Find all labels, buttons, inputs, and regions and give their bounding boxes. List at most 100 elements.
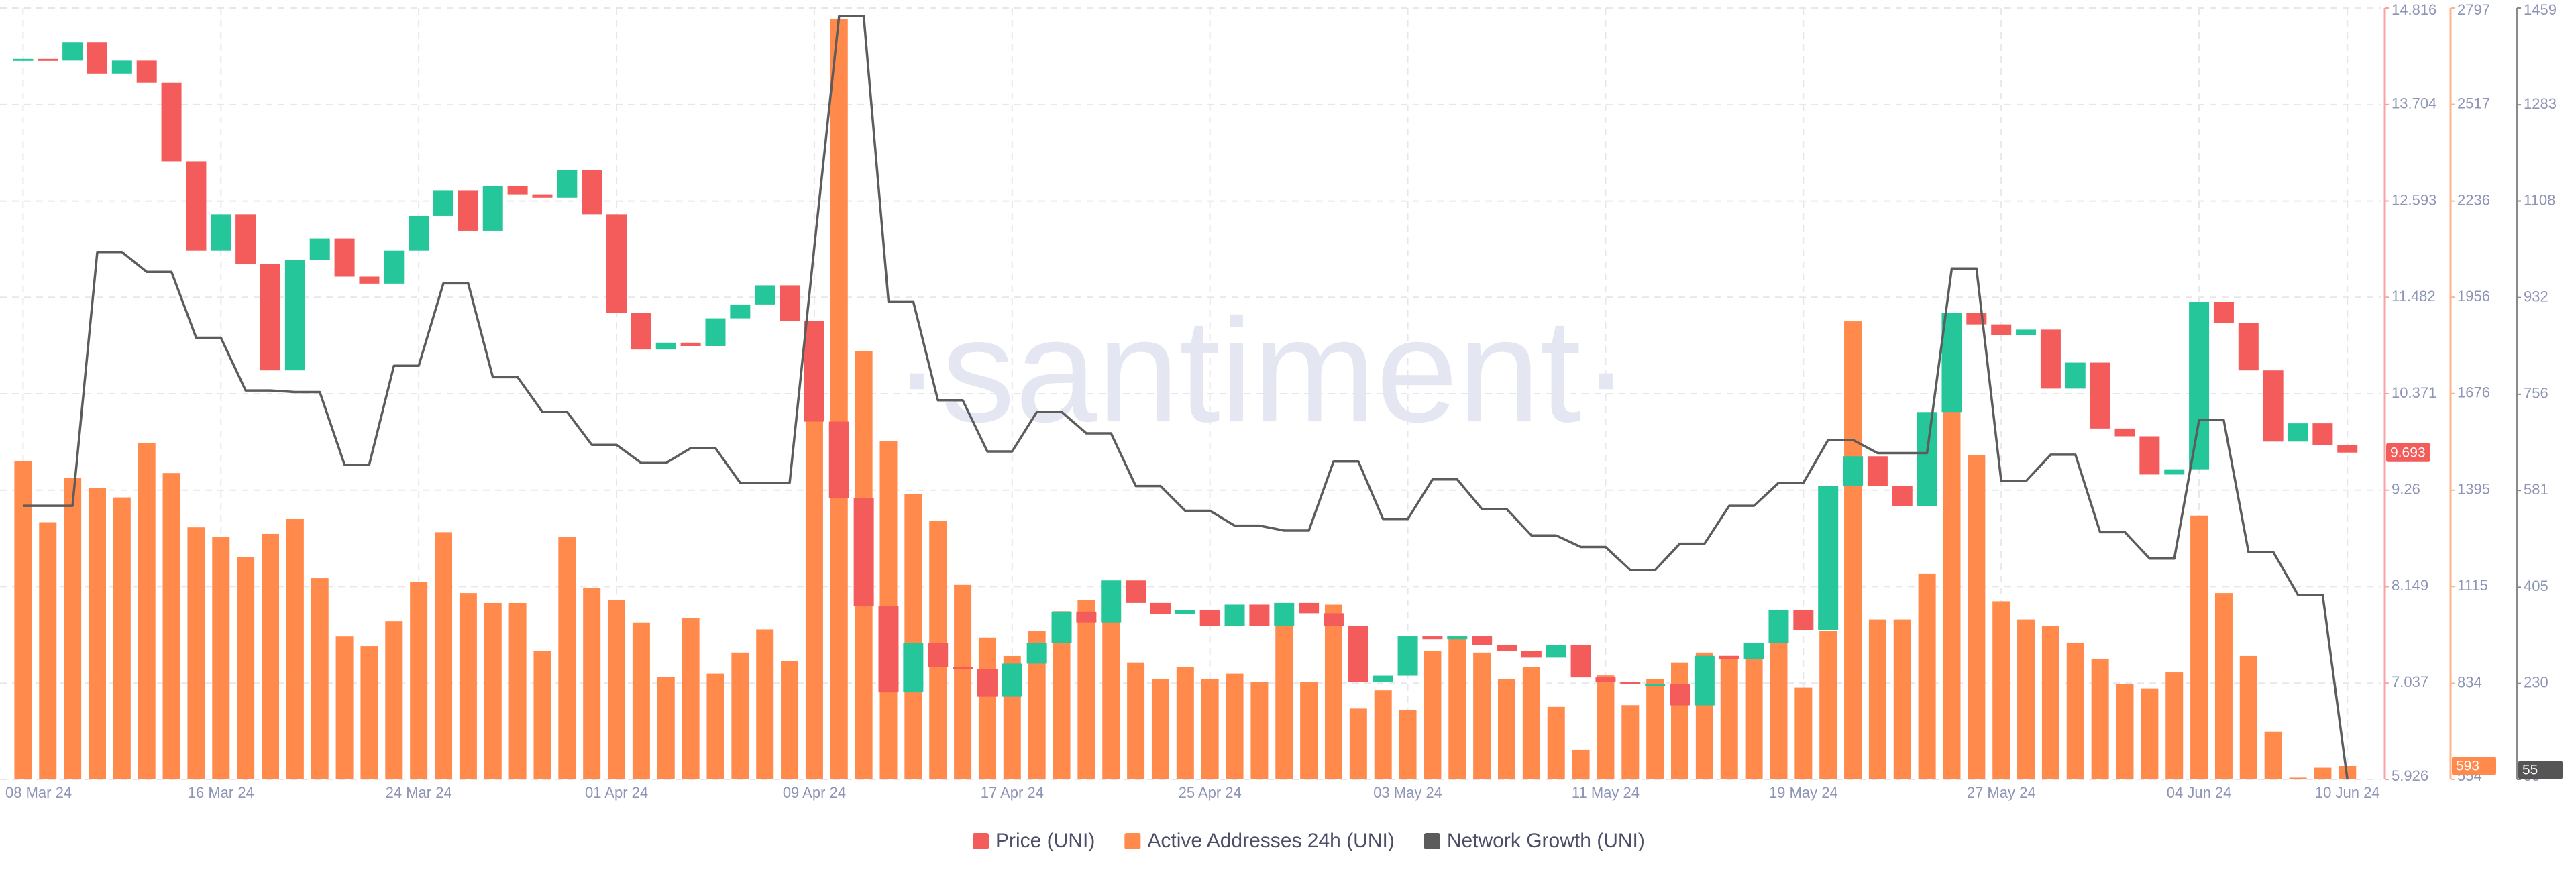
y-tick-label: 2236: [2457, 191, 2490, 208]
candle-body: [284, 260, 305, 371]
candle-body: [211, 214, 231, 251]
y-tick-label: 11.482: [2392, 288, 2436, 305]
bar: [2165, 672, 2184, 779]
bar: [1349, 708, 1367, 779]
bar: [558, 537, 576, 779]
x-tick-label: 10 Jun 24: [2315, 784, 2380, 801]
candle-body: [680, 342, 701, 346]
x-tick-label: 19 May 24: [1769, 784, 1838, 801]
bar: [2289, 777, 2307, 779]
y-tick-label: 5.926: [2392, 767, 2428, 784]
bar: [1201, 679, 1219, 779]
candle-body: [705, 318, 726, 346]
bar: [212, 537, 230, 779]
bar: [187, 527, 205, 779]
watermark: ·santiment·: [892, 288, 1630, 453]
y-tick-label: 1459: [2524, 1, 2557, 18]
candle-body: [2016, 329, 2037, 335]
bar: [1868, 619, 1886, 779]
bar: [706, 673, 724, 779]
bar: [1077, 600, 1095, 779]
value-badge: [2518, 761, 2563, 779]
candle-body: [1843, 456, 1864, 486]
bar: [1968, 455, 1986, 779]
candle-body: [334, 238, 355, 277]
bar: [1127, 662, 1145, 779]
bar: [484, 602, 502, 779]
candle-body: [2213, 302, 2234, 323]
candle-body: [1422, 636, 1443, 640]
candle-body: [1570, 644, 1591, 678]
bar: [2091, 659, 2109, 779]
bar: [830, 19, 848, 779]
candle-body: [655, 342, 676, 350]
bar: [1399, 710, 1417, 779]
candle-body: [2263, 370, 2284, 442]
bar: [88, 488, 106, 779]
candle-body: [1373, 675, 1393, 682]
candle-body: [1076, 611, 1097, 623]
y-tick-label: 8.149: [2392, 577, 2428, 594]
candle-body: [359, 276, 380, 284]
value-badge-text: 593: [2456, 759, 2479, 774]
candle-body: [2337, 445, 2358, 453]
candle-body: [1991, 324, 2012, 335]
bar: [1720, 655, 1738, 779]
bar: [1324, 604, 1342, 779]
bar: [2264, 731, 2282, 779]
candle-body: [1126, 580, 1146, 603]
x-tick-label: 01 Apr 24: [585, 784, 648, 801]
bar: [1992, 601, 2010, 779]
candle-body: [1743, 643, 1764, 659]
bar: [1102, 621, 1120, 779]
bar: [459, 593, 477, 779]
x-tick-label: 25 Apr 24: [1179, 784, 1242, 801]
bar: [64, 478, 82, 779]
x-tick-label: 24 Mar 24: [386, 784, 452, 801]
candle-body: [458, 190, 478, 231]
bar: [2239, 655, 2257, 779]
bar: [113, 497, 131, 779]
candle-body: [1719, 655, 1739, 659]
bar: [1745, 642, 1763, 779]
candle-body: [1694, 655, 1715, 706]
candle-body: [507, 186, 528, 195]
bar: [533, 651, 551, 779]
value-badge-text: 55: [2522, 763, 2538, 778]
candle-body: [1002, 663, 1022, 697]
bar: [14, 461, 32, 779]
bar: [1819, 631, 1837, 779]
candle-body: [1892, 486, 1913, 506]
bar: [2066, 642, 2084, 779]
bar: [2141, 688, 2159, 779]
candle-body: [409, 215, 429, 251]
y-tick-label: 230: [2524, 673, 2548, 690]
candle-body: [532, 194, 553, 198]
bar: [435, 532, 453, 779]
candle-body: [1299, 602, 1320, 614]
bar: [608, 600, 626, 779]
bar: [1943, 410, 1961, 779]
bar: [1448, 637, 1466, 779]
candle-body: [2238, 323, 2259, 371]
bar: [1597, 675, 1615, 779]
bar: [1770, 637, 1788, 779]
legend: Price (UNI) Active Addresses 24h (UNI) Net…: [973, 830, 1645, 852]
y-tick-label: 932: [2524, 288, 2548, 305]
candle-body: [1101, 580, 1122, 623]
candle-body: [161, 82, 182, 162]
y-tick-label: 13.704: [2392, 95, 2436, 112]
candle-body: [557, 170, 578, 198]
candle-body: [2312, 423, 2333, 445]
value-badge-text: 9.693: [2390, 445, 2426, 460]
candle-body: [928, 643, 949, 667]
candle-body: [2040, 329, 2061, 389]
x-tick-label: 08 Mar 24: [5, 784, 72, 801]
bar: [1547, 706, 1565, 779]
y-tick-label: 1676: [2457, 384, 2490, 401]
candle-body: [87, 42, 107, 74]
candle-body: [2288, 423, 2308, 442]
legend-swatch: [1424, 833, 1440, 849]
bar: [410, 582, 428, 779]
